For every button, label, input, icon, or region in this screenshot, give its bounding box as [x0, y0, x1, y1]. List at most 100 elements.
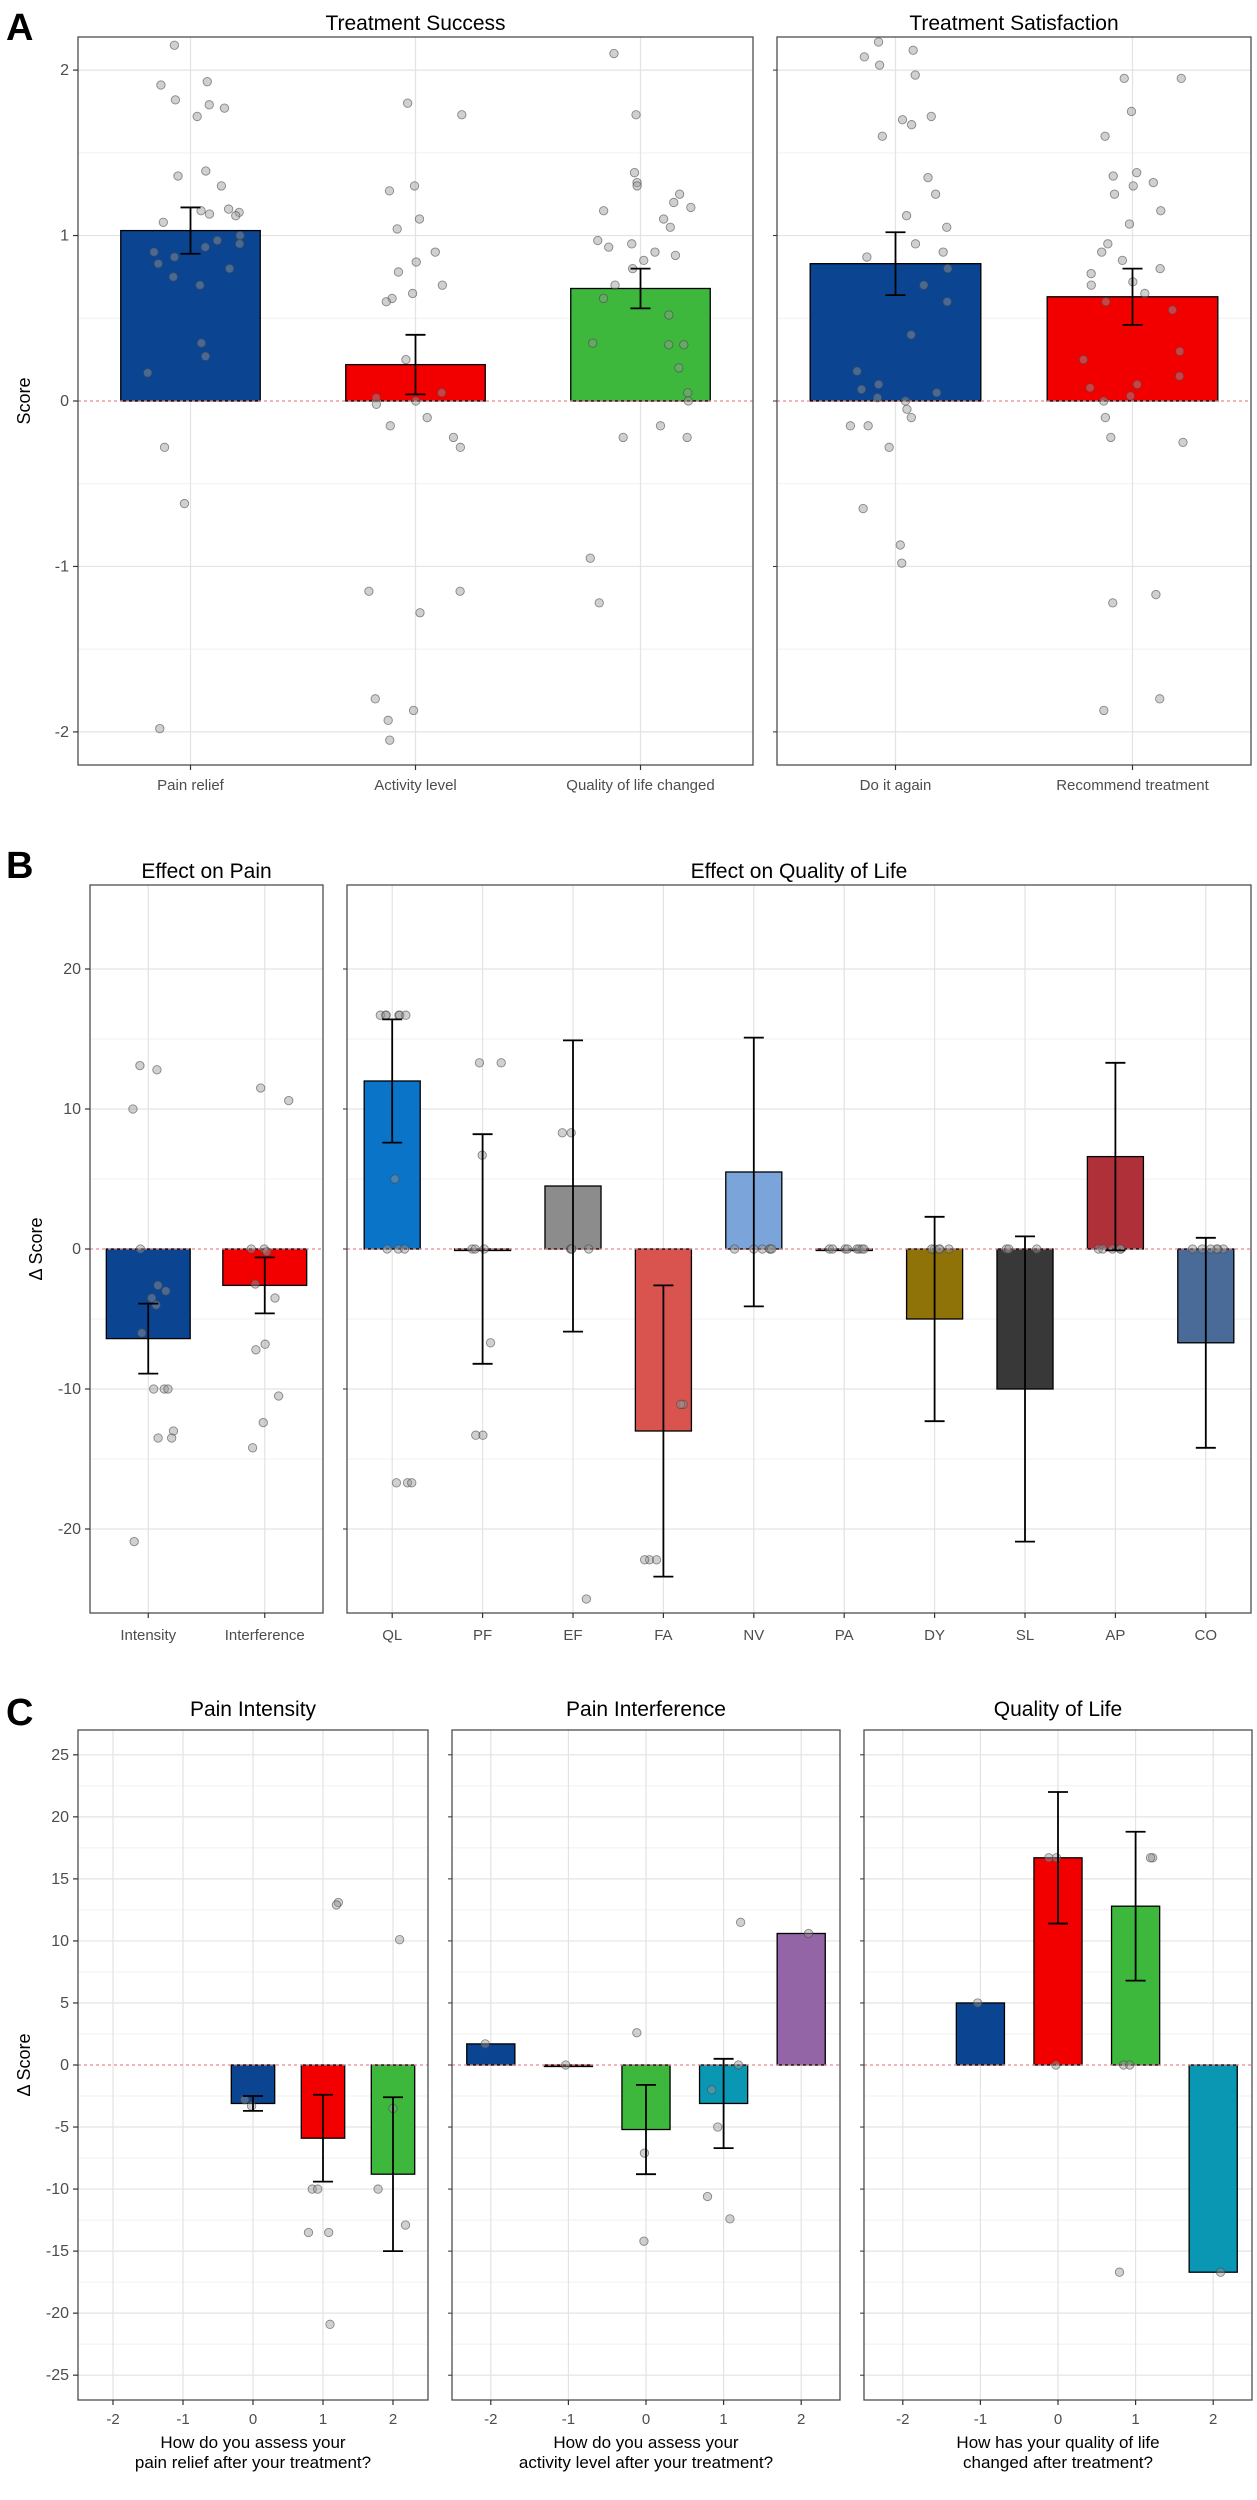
data-point [1206, 1244, 1216, 1254]
data-point [729, 1244, 740, 1254]
data-point [1099, 705, 1109, 716]
y-tick-label: 0 [60, 2057, 69, 2074]
data-point [201, 166, 211, 176]
data-point [212, 235, 222, 246]
chart-a1: Treatment Success Pain relief Activity lev… [14, 12, 754, 794]
data-point [566, 1244, 577, 1254]
data-point [1125, 391, 1136, 401]
data-point [1099, 396, 1109, 406]
y-tick-label: -20 [46, 2305, 69, 2322]
data-point [202, 77, 212, 87]
data-point [1151, 589, 1161, 600]
data-point [828, 1244, 838, 1254]
data-point [223, 204, 234, 214]
data-point [863, 421, 873, 431]
data-point [260, 1339, 270, 1349]
x-axis-label: changed after treatment? [963, 2453, 1153, 2472]
data-point [1119, 73, 1129, 84]
data-point [593, 235, 603, 246]
data-point [566, 1128, 576, 1138]
chart-c2: Pain Interference -2 -1 0 1 2 How do you asses… [448, 1698, 841, 2472]
x-tick-label: Intensity [120, 1627, 176, 1644]
y-tick-label: 10 [63, 1101, 81, 1118]
y-axis-label: Δ Score [26, 1217, 46, 1280]
data-point [713, 2122, 723, 2132]
data-point [610, 280, 620, 290]
data-point [908, 45, 918, 55]
y-tick-label: 0 [60, 393, 69, 410]
data-point [1125, 2060, 1135, 2070]
data-point [192, 111, 202, 122]
data-point [639, 2236, 649, 2246]
data-point [609, 48, 619, 59]
data-point [1187, 1244, 1198, 1254]
y-tick-label: 10 [51, 1933, 69, 1950]
data-point [872, 393, 883, 403]
data-point [195, 280, 205, 290]
data-point [392, 224, 402, 234]
data-point [664, 310, 674, 320]
data-point [284, 1095, 294, 1106]
data-point [167, 1433, 177, 1443]
data-point [135, 1244, 146, 1254]
data-point [1147, 1853, 1158, 1863]
x-tick-label: 2 [1209, 2411, 1217, 2428]
data-point [153, 1433, 163, 1443]
data-point [259, 1244, 269, 1254]
data-point [422, 412, 432, 423]
data-point [926, 111, 936, 122]
data-point [383, 715, 393, 725]
data-point [231, 211, 241, 221]
data-point [733, 2060, 744, 2070]
data-point [219, 103, 230, 113]
data-point [1114, 2267, 1125, 2277]
data-point [803, 1928, 814, 1939]
x-tick-label: SL [1016, 1627, 1034, 1644]
data-point [910, 70, 920, 80]
data-point [258, 1417, 268, 1428]
data-point [842, 1244, 853, 1254]
x-tick-label: PA [835, 1627, 854, 1644]
y-tick-label: -2 [55, 724, 69, 741]
data-point [938, 247, 948, 257]
data-point [169, 252, 180, 262]
data-point [168, 272, 178, 282]
y-tick-label: -10 [58, 1381, 81, 1398]
data-point [399, 1244, 410, 1254]
data-point [381, 1010, 391, 1020]
data-point [371, 399, 382, 409]
data-point [1126, 106, 1137, 117]
data-point [200, 242, 210, 252]
y-tick-label: -5 [55, 2119, 69, 2136]
data-point [900, 396, 911, 406]
x-tick-label: 1 [1131, 2411, 1139, 2428]
x-tick-label: -1 [176, 2411, 189, 2428]
data-point [1098, 1244, 1108, 1254]
data-point [246, 2101, 257, 2111]
x-tick-label: NV [743, 1627, 764, 1644]
data-point [1175, 346, 1185, 357]
data-point [370, 694, 380, 704]
data-point [129, 1536, 139, 1547]
data-point [669, 197, 679, 208]
data-point [409, 181, 420, 191]
data-point [658, 214, 669, 224]
y-tick-label: 0 [72, 1241, 81, 1258]
data-point [604, 242, 614, 252]
data-point [897, 558, 907, 568]
data-point [1051, 2060, 1061, 2070]
data-point [910, 239, 921, 249]
x-tick-label: -2 [484, 2411, 497, 2428]
data-point [1097, 247, 1107, 257]
data-point [151, 1300, 161, 1310]
data-point [470, 1244, 480, 1254]
y-tick-label: 1 [60, 228, 69, 245]
data-point [1100, 131, 1110, 141]
data-point [437, 280, 448, 290]
data-point [1085, 383, 1095, 393]
data-point [234, 239, 245, 249]
x-tick-label: 0 [1054, 2411, 1062, 2428]
x-tick-label: Recommend treatment [1056, 777, 1209, 794]
data-point [895, 540, 905, 550]
